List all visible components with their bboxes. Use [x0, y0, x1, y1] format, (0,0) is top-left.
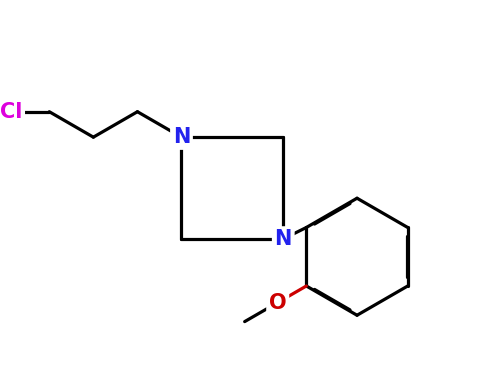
Text: N: N [173, 127, 190, 147]
Text: N: N [274, 229, 292, 249]
Text: O: O [269, 292, 286, 312]
Text: Cl: Cl [0, 102, 22, 122]
